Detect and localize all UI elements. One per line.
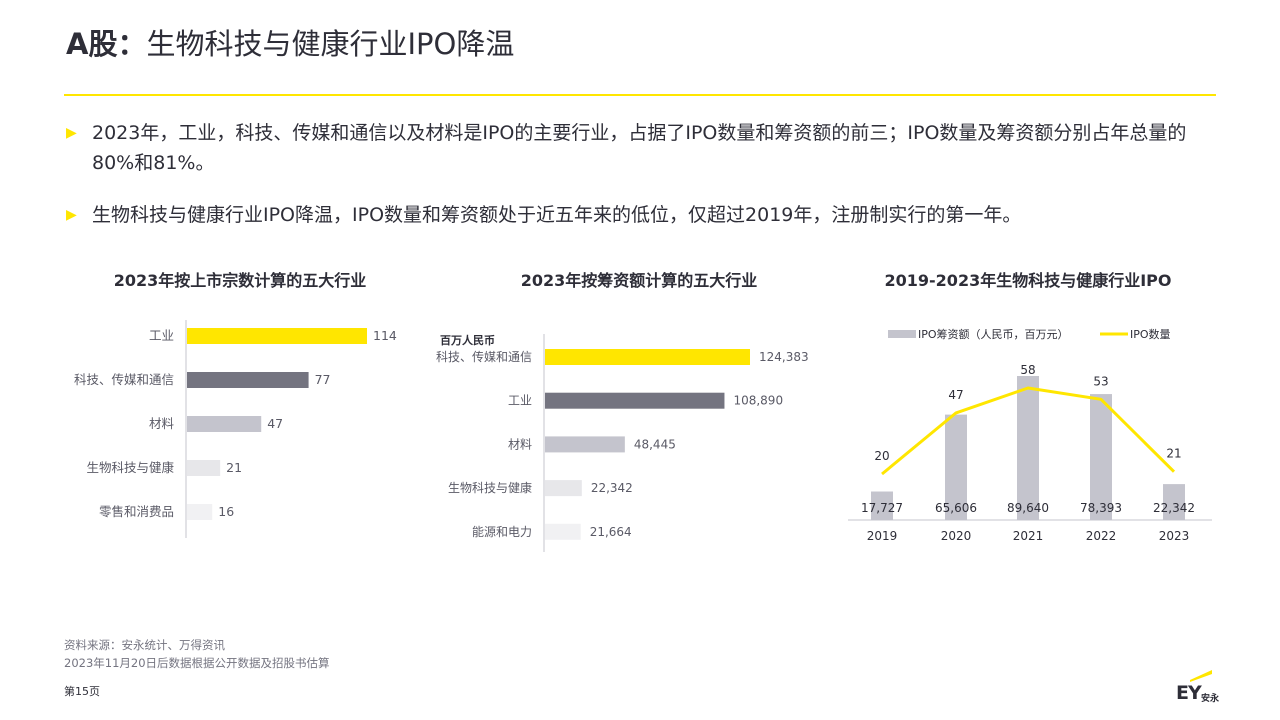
bullet-item: ▶ 2023年，工业，科技、传媒和通信以及材料是IPO的主要行业，占据了IPO数… xyxy=(64,118,1224,178)
line-value-label: 53 xyxy=(1093,374,1108,388)
category-label: 生物科技与健康 xyxy=(86,460,174,475)
category-label: 科技、传媒和通信 xyxy=(74,372,174,387)
bullet-item: ▶ 生物科技与健康行业IPO降温，IPO数量和筹资额处于近五年来的低位，仅超过2… xyxy=(64,200,1224,230)
bar xyxy=(187,328,367,344)
chart-ipo-count-top5: 2023年按上市宗数计算的五大行业工业 114 科技、传媒和通信 77 材料 47 生物科技… xyxy=(60,262,420,552)
x-tick-label: 2020 xyxy=(941,529,972,543)
value-label: 114 xyxy=(373,328,397,343)
category-label: 工业 xyxy=(508,394,532,408)
bar xyxy=(1017,376,1039,520)
x-tick-label: 2019 xyxy=(867,529,898,543)
bar-value-label: 65,606 xyxy=(935,501,977,515)
bar xyxy=(545,480,582,497)
bullet-arrow-icon: ▶ xyxy=(66,207,77,223)
value-label: 124,383 xyxy=(759,350,809,364)
x-tick-label: 2021 xyxy=(1013,529,1044,543)
chart-biotech-trend-svg: 2019-2023年生物科技与健康行业IPO IPO筹资额（人民币，百万元） IPO… xyxy=(848,271,1212,543)
bar xyxy=(545,392,725,409)
value-label: 48,445 xyxy=(634,437,676,451)
bullet-list: ▶ 2023年，工业，科技、传媒和通信以及材料是IPO的主要行业，占据了IPO数… xyxy=(64,118,1224,252)
chart-ipo-proceeds-top5: 2023年按筹资额计算的五大行业百万人民币科技、传媒和通信 124,383 工业 10… xyxy=(432,262,832,562)
chart-title: 2019-2023年生物科技与健康行业IPO xyxy=(885,271,1172,290)
bar xyxy=(545,349,750,365)
source-note: 资料来源：安永统计、万得资讯 2023年11月20日后数据根据公开数据及招股书估… xyxy=(64,636,330,672)
value-label: 16 xyxy=(218,504,234,519)
bar-value-label: 89,640 xyxy=(1007,501,1049,515)
category-label: 能源和电力 xyxy=(472,525,532,539)
page-title: A股：生物科技与健康行业IPO降温 xyxy=(66,24,514,64)
category-label: 材料 xyxy=(149,416,175,431)
legend-label: IPO数量 xyxy=(1130,328,1171,341)
bar xyxy=(187,416,262,432)
legend-swatch-bar xyxy=(888,330,916,338)
line-value-label: 47 xyxy=(948,388,963,402)
line-series xyxy=(881,386,1176,476)
unit-label: 百万人民币 xyxy=(440,333,495,347)
category-label: 材料 xyxy=(508,437,532,451)
line-value-label: 21 xyxy=(1166,447,1181,461)
bar-value-label: 22,342 xyxy=(1153,501,1195,515)
bullet-arrow-icon: ▶ xyxy=(66,125,77,141)
bar xyxy=(871,491,893,520)
value-label: 77 xyxy=(315,372,331,387)
value-label: 21 xyxy=(226,460,242,475)
legend-label: IPO筹资额（人民币，百万元） xyxy=(918,327,1069,341)
bar xyxy=(1163,484,1185,520)
value-label: 108,890 xyxy=(733,394,783,408)
ey-logo-beam-icon xyxy=(1190,670,1212,682)
category-label: 科技、传媒和通信 xyxy=(436,349,532,364)
bar xyxy=(545,523,581,540)
category-label: 工业 xyxy=(149,328,174,343)
chart-biotech-ipo-trend: 2019-2023年生物科技与健康行业IPO IPO筹资额（人民币，百万元） IPO… xyxy=(846,262,1216,552)
bullet-text: 2023年，工业，科技、传媒和通信以及材料是IPO的主要行业，占据了IPO数量和… xyxy=(92,122,1187,174)
line-value-label: 58 xyxy=(1020,363,1035,377)
title-divider xyxy=(64,94,1216,96)
bar xyxy=(1090,394,1112,520)
ey-logo: EY 安永 xyxy=(1174,666,1222,706)
x-tick-label: 2023 xyxy=(1159,529,1190,543)
chart-title: 2023年按筹资额计算的五大行业 xyxy=(521,271,758,290)
value-label: 47 xyxy=(267,416,283,431)
x-tick-label: 2022 xyxy=(1086,529,1117,543)
bar xyxy=(187,372,309,388)
source-line: 资料来源：安永统计、万得资讯 xyxy=(64,638,225,652)
chart-title: 2023年按上市宗数计算的五大行业 xyxy=(114,271,367,290)
value-label: 22,342 xyxy=(591,481,633,495)
bullet-text: 生物科技与健康行业IPO降温，IPO数量和筹资额处于近五年来的低位，仅超过201… xyxy=(92,204,1022,226)
category-label: 零售和消费品 xyxy=(99,504,174,519)
bar xyxy=(187,504,213,520)
bar xyxy=(187,460,221,476)
bar-value-label: 78,393 xyxy=(1080,501,1122,515)
bar xyxy=(945,414,967,520)
source-line: 2023年11月20日后数据根据公开数据及招股书估算 xyxy=(64,656,330,670)
line-value-label: 20 xyxy=(874,449,889,463)
page-title-lead: A股： xyxy=(66,27,147,61)
ey-logo-mark: EY xyxy=(1176,682,1202,704)
page-number: 第15页 xyxy=(64,685,100,698)
category-label: 生物科技与健康 xyxy=(448,480,532,495)
page-title-main: 生物科技与健康行业IPO降温 xyxy=(146,27,515,61)
value-label: 21,664 xyxy=(590,525,632,539)
ey-logo-cn: 安永 xyxy=(1201,694,1220,704)
bar xyxy=(545,436,625,453)
bar-value-label: 17,727 xyxy=(861,501,903,515)
